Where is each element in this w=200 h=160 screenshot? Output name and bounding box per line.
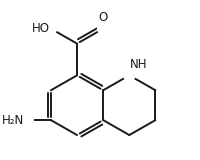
Circle shape xyxy=(45,23,57,34)
Text: HO: HO xyxy=(32,22,50,35)
Text: O: O xyxy=(99,11,108,24)
Text: NH: NH xyxy=(130,58,148,71)
Circle shape xyxy=(124,70,135,81)
Text: H₂N: H₂N xyxy=(2,114,24,127)
Circle shape xyxy=(98,23,109,34)
Circle shape xyxy=(16,112,33,128)
